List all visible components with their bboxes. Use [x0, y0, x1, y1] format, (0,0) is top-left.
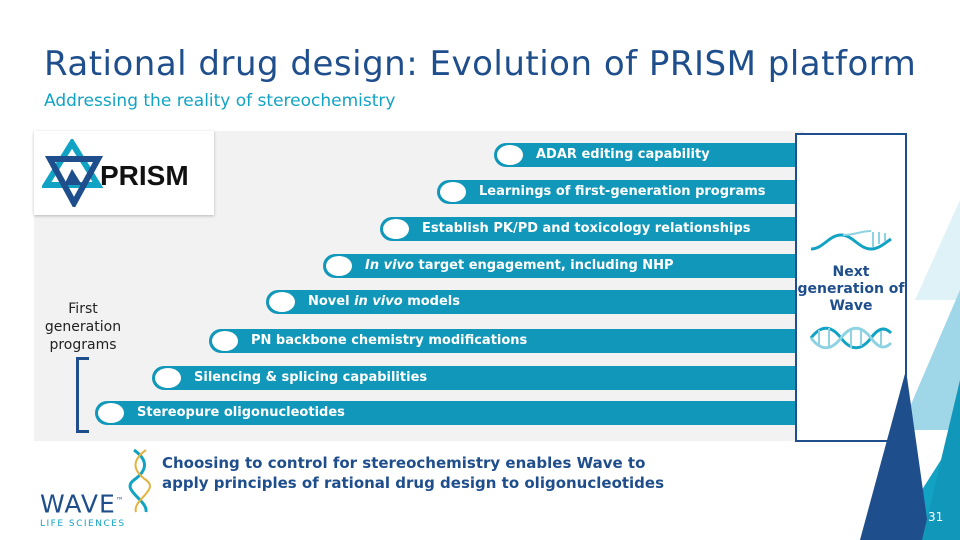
first-gen-bracket: [76, 357, 89, 433]
corner-triangles-decor: [860, 200, 960, 540]
step-label: Learnings of first-generation programs: [479, 184, 766, 199]
step-marker-icon: [326, 256, 352, 276]
step-learnings: Learnings of first-generation programs: [437, 180, 800, 204]
step-marker-icon: [269, 292, 295, 312]
dna-double-helix-icon: [809, 326, 893, 350]
next-gen-box: Next generation of Wave: [795, 133, 907, 442]
step-marker-icon: [212, 331, 238, 351]
first-gen-label: First generation programs: [44, 301, 122, 353]
step-marker-icon: [440, 182, 466, 202]
helix-icon: [128, 448, 151, 513]
page-subtitle: Addressing the reality of stereochemistr…: [44, 91, 396, 111]
page-number: 31: [928, 510, 944, 524]
step-marker-icon: [155, 368, 181, 388]
prism-logo: PRISM: [34, 131, 214, 215]
wave-logo-name: WAVE: [40, 489, 116, 519]
step-label: Silencing & splicing capabilities: [194, 370, 428, 385]
conclusion-text: Choosing to control for stereochemistry …: [162, 454, 665, 492]
step-label: ADAR editing capability: [536, 147, 710, 162]
dna-strand-icon: [810, 230, 892, 251]
wave-logo: WAVE™ LIFE SCIENCES: [40, 488, 126, 530]
step-target-engagement: In vivo target engagement, including NHP: [323, 254, 800, 278]
wave-logo-sub: LIFE SCIENCES: [40, 519, 126, 530]
step-adar-editing: ADAR editing capability: [494, 143, 800, 167]
step-marker-icon: [383, 219, 409, 239]
step-stereopure: Stereopure oligonucleotides: [95, 401, 800, 425]
wave-logo-tm: ™: [115, 496, 125, 505]
step-label: Stereopure oligonucleotides: [137, 405, 345, 420]
step-pn-backbone: PN backbone chemistry modifications: [209, 329, 800, 353]
prism-logo-icon: PRISM: [42, 139, 189, 207]
step-marker-icon: [98, 403, 124, 423]
step-label: Establish PK/PD and toxicology relations…: [422, 221, 751, 236]
step-silencing-splicing: Silencing & splicing capabilities: [152, 366, 800, 390]
step-label: PN backbone chemistry modifications: [251, 333, 528, 348]
next-gen-label: Next generation of Wave: [797, 264, 905, 314]
step-novel-models: Novel in vivo models: [266, 290, 800, 314]
prism-logo-text: PRISM: [100, 160, 189, 191]
step-label: In vivo target engagement, including NHP: [365, 258, 674, 273]
step-label: Novel in vivo models: [308, 294, 460, 309]
page-title: Rational drug design: Evolution of PRISM…: [44, 44, 917, 84]
step-marker-icon: [497, 145, 523, 165]
step-pkpd: Establish PK/PD and toxicology relations…: [380, 217, 800, 241]
